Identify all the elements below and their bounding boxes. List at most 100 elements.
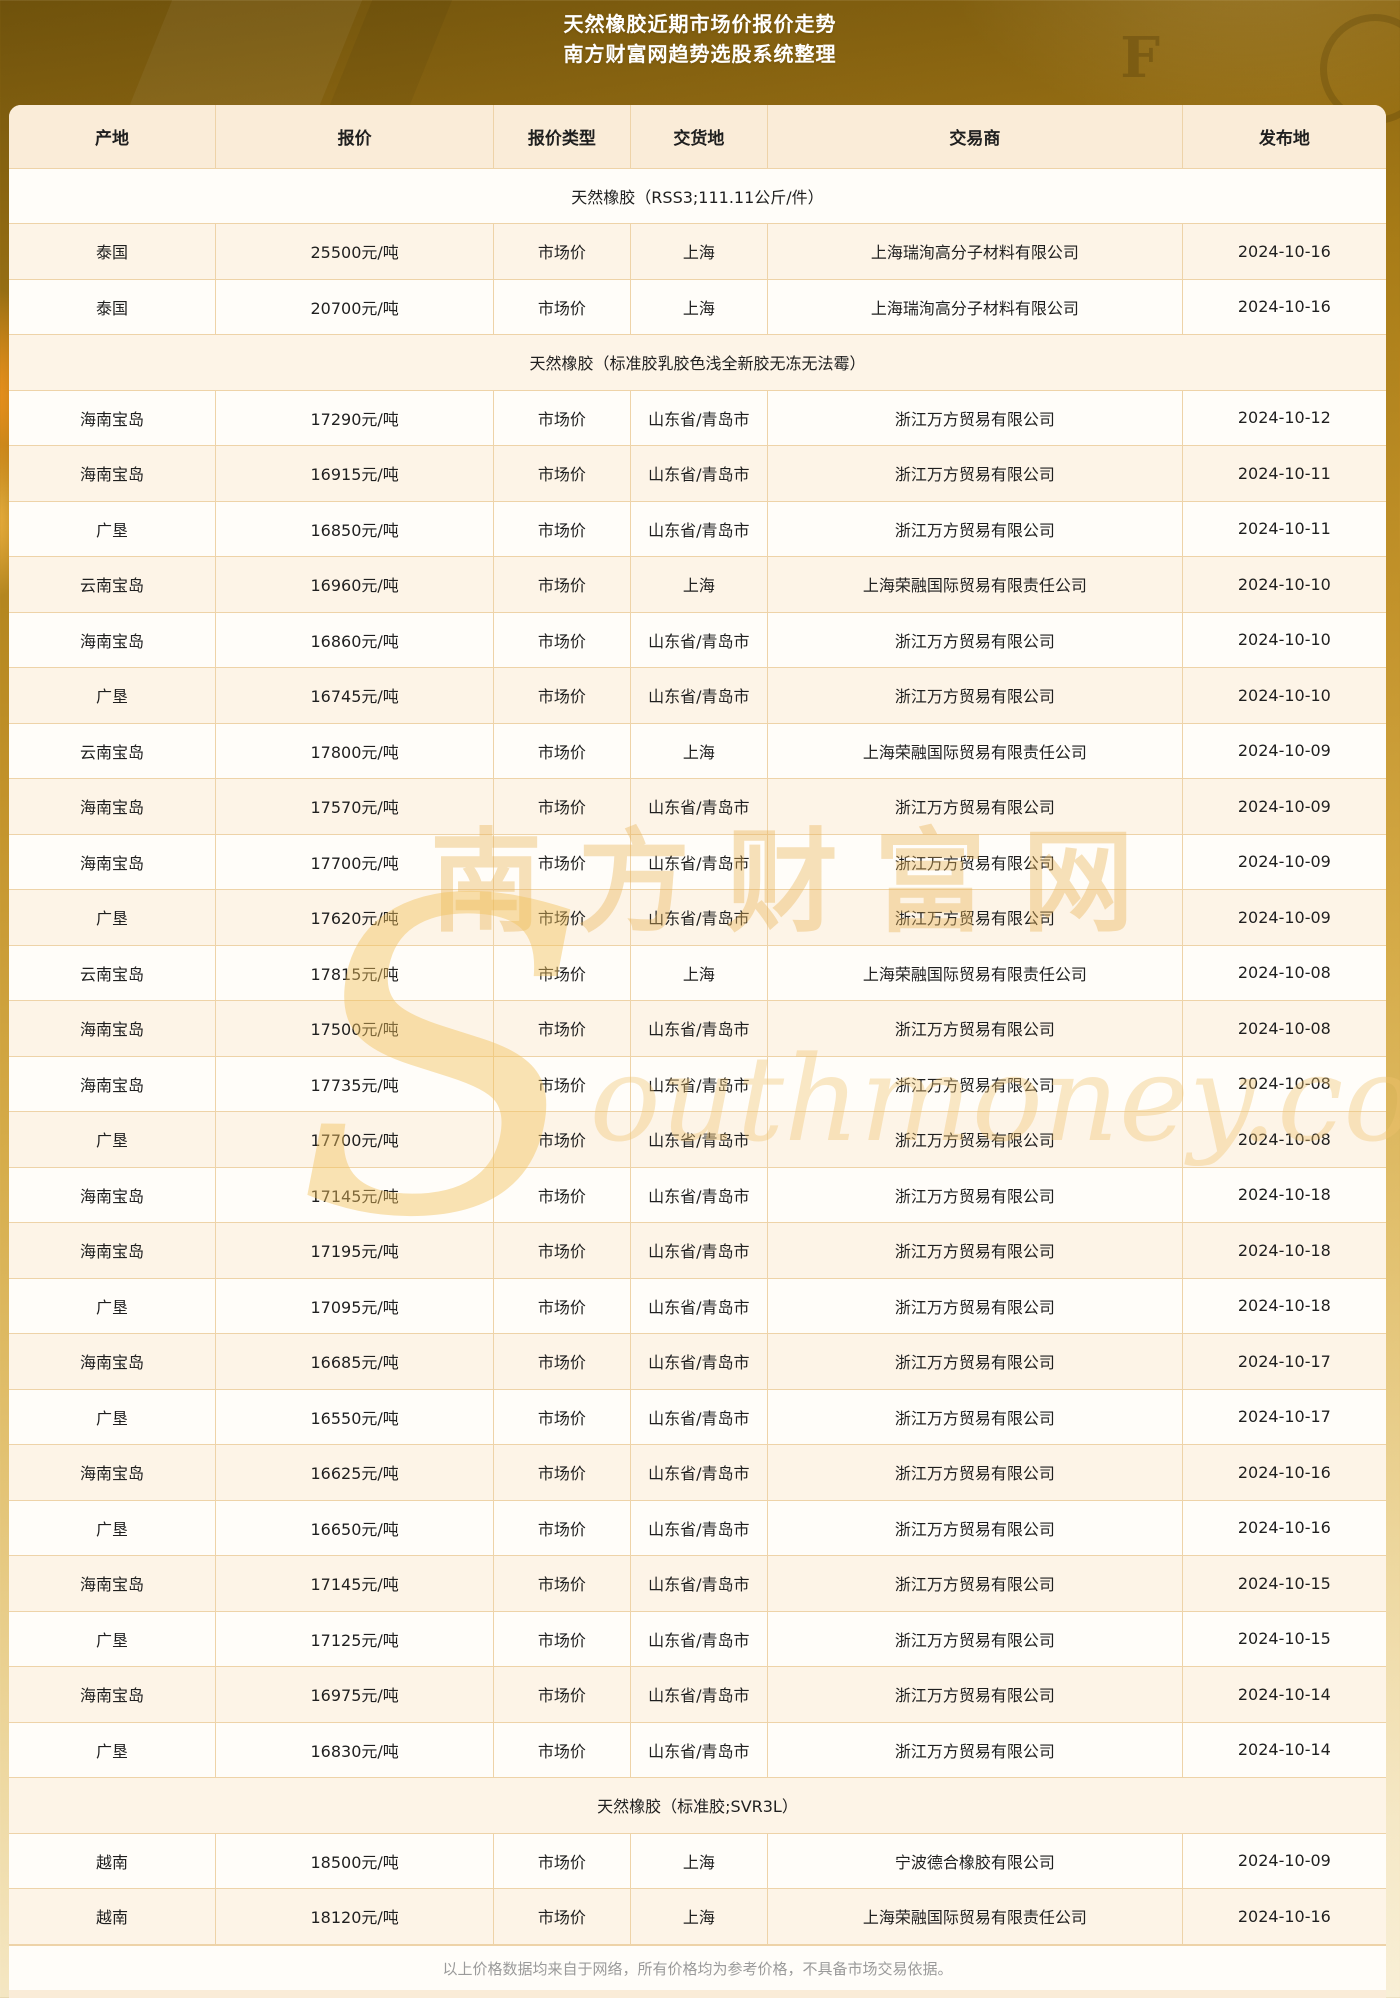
cell-price-type: 市场价 bbox=[493, 1444, 631, 1501]
cell-trader: 浙江万方贸易有限公司 bbox=[767, 1666, 1183, 1723]
cell-trader: 浙江万方贸易有限公司 bbox=[767, 1721, 1183, 1778]
cell-publish-date: 2024-10-08 bbox=[1181, 1055, 1386, 1112]
cell-price-type: 市场价 bbox=[493, 611, 631, 668]
cell-price: 17145元/吨 bbox=[215, 1166, 495, 1223]
cell-trader: 浙江万方贸易有限公司 bbox=[767, 667, 1183, 724]
table-row: 海南宝岛 16915元/吨 市场价 山东省/青岛市 浙江万方贸易有限公司 2024-10-… bbox=[9, 445, 1386, 502]
cell-publish-date: 2024-10-16 bbox=[1181, 1888, 1386, 1945]
cell-publish-date: 2024-10-09 bbox=[1181, 833, 1386, 890]
cell-trader: 浙江万方贸易有限公司 bbox=[767, 1444, 1183, 1501]
cell-delivery-place: 山东省/青岛市 bbox=[629, 1277, 769, 1334]
cell-price: 17125元/吨 bbox=[215, 1610, 495, 1667]
cell-origin: 海南宝岛 bbox=[9, 389, 217, 446]
cell-price: 16830元/吨 bbox=[215, 1721, 495, 1778]
cell-delivery-place: 山东省/青岛市 bbox=[629, 1333, 769, 1390]
cell-origin: 海南宝岛 bbox=[9, 1444, 217, 1501]
cell-price: 17620元/吨 bbox=[215, 889, 495, 946]
cell-price-type: 市场价 bbox=[493, 1333, 631, 1390]
cell-delivery-place: 山东省/青岛市 bbox=[629, 1499, 769, 1556]
cell-trader: 浙江万方贸易有限公司 bbox=[767, 500, 1183, 557]
table-row: 泰国 25500元/吨 市场价 上海 上海瑞洵高分子材料有限公司 2024-10-16 bbox=[9, 223, 1386, 280]
cell-delivery-place: 山东省/青岛市 bbox=[629, 667, 769, 724]
table-row: 海南宝岛 16685元/吨 市场价 山东省/青岛市 浙江万方贸易有限公司 2024-10-… bbox=[9, 1333, 1386, 1390]
cell-trader: 浙江万方贸易有限公司 bbox=[767, 1555, 1183, 1612]
cell-trader: 浙江万方贸易有限公司 bbox=[767, 1333, 1183, 1390]
section-header-row: 天然橡胶（RSS3;111.11公斤/件） bbox=[9, 167, 1386, 224]
cell-origin: 泰国 bbox=[9, 278, 217, 335]
table-row: 海南宝岛 17195元/吨 市场价 山东省/青岛市 浙江万方贸易有限公司 2024-10-… bbox=[9, 1222, 1386, 1279]
cell-price-type: 市场价 bbox=[493, 1721, 631, 1778]
cell-publish-date: 2024-10-10 bbox=[1181, 667, 1386, 724]
cell-trader: 浙江万方贸易有限公司 bbox=[767, 1499, 1183, 1556]
cell-origin: 广垦 bbox=[9, 667, 217, 724]
cell-origin: 海南宝岛 bbox=[9, 1166, 217, 1223]
cell-price-type: 市场价 bbox=[493, 500, 631, 557]
cell-origin: 海南宝岛 bbox=[9, 1000, 217, 1057]
table-row: 广垦 16850元/吨 市场价 山东省/青岛市 浙江万方贸易有限公司 2024-10-11 bbox=[9, 500, 1386, 557]
cell-publish-date: 2024-10-18 bbox=[1181, 1166, 1386, 1223]
cell-delivery-place: 山东省/青岛市 bbox=[629, 1721, 769, 1778]
cell-publish-date: 2024-10-14 bbox=[1181, 1666, 1386, 1723]
cell-trader: 浙江万方贸易有限公司 bbox=[767, 1166, 1183, 1223]
cell-price-type: 市场价 bbox=[493, 1888, 631, 1945]
cell-trader: 宁波德合橡胶有限公司 bbox=[767, 1832, 1183, 1889]
table-row: 泰国 20700元/吨 市场价 上海 上海瑞洵高分子材料有限公司 2024-10-16 bbox=[9, 278, 1386, 335]
cell-publish-date: 2024-10-12 bbox=[1181, 389, 1386, 446]
cell-delivery-place: 上海 bbox=[629, 1888, 769, 1945]
cell-price-type: 市场价 bbox=[493, 1055, 631, 1112]
cell-delivery-place: 上海 bbox=[629, 944, 769, 1001]
cell-price: 16960元/吨 bbox=[215, 556, 495, 613]
cell-origin: 广垦 bbox=[9, 1277, 217, 1334]
cell-origin: 广垦 bbox=[9, 1499, 217, 1556]
cell-origin: 海南宝岛 bbox=[9, 611, 217, 668]
cell-price: 16850元/吨 bbox=[215, 500, 495, 557]
cell-trader: 上海荣融国际贸易有限责任公司 bbox=[767, 722, 1183, 779]
cell-price-type: 市场价 bbox=[493, 1832, 631, 1889]
cell-delivery-place: 山东省/青岛市 bbox=[629, 1555, 769, 1612]
table-row: 云南宝岛 17815元/吨 市场价 上海 上海荣融国际贸易有限责任公司 2024-10-0… bbox=[9, 944, 1386, 1001]
cell-delivery-place: 山东省/青岛市 bbox=[629, 1444, 769, 1501]
cell-origin: 海南宝岛 bbox=[9, 1055, 217, 1112]
table-row: 云南宝岛 17800元/吨 市场价 上海 上海荣融国际贸易有限责任公司 2024-10-0… bbox=[9, 722, 1386, 779]
table-row: 越南 18500元/吨 市场价 上海 宁波德合橡胶有限公司 2024-10-09 bbox=[9, 1832, 1386, 1889]
cell-delivery-place: 上海 bbox=[629, 722, 769, 779]
cell-delivery-place: 山东省/青岛市 bbox=[629, 778, 769, 835]
cell-trader: 上海瑞洵高分子材料有限公司 bbox=[767, 223, 1183, 280]
table-row: 海南宝岛 17700元/吨 市场价 山东省/青岛市 浙江万方贸易有限公司 2024-10-… bbox=[9, 833, 1386, 890]
cell-delivery-place: 山东省/青岛市 bbox=[629, 1166, 769, 1223]
cell-price-type: 市场价 bbox=[493, 1499, 631, 1556]
cell-origin: 云南宝岛 bbox=[9, 944, 217, 1001]
cell-publish-date: 2024-10-16 bbox=[1181, 278, 1386, 335]
cell-price-type: 市场价 bbox=[493, 1555, 631, 1612]
cell-price-type: 市场价 bbox=[493, 1166, 631, 1223]
cell-publish-date: 2024-10-09 bbox=[1181, 889, 1386, 946]
column-header-publish-date: 发布地 bbox=[1181, 105, 1386, 169]
cell-delivery-place: 山东省/青岛市 bbox=[629, 445, 769, 502]
cell-publish-date: 2024-10-10 bbox=[1181, 556, 1386, 613]
cell-trader: 浙江万方贸易有限公司 bbox=[767, 889, 1183, 946]
column-header-delivery-place: 交货地 bbox=[629, 105, 769, 169]
cell-trader: 上海荣融国际贸易有限责任公司 bbox=[767, 1888, 1183, 1945]
cell-delivery-place: 山东省/青岛市 bbox=[629, 1222, 769, 1279]
cell-origin: 广垦 bbox=[9, 500, 217, 557]
cell-publish-date: 2024-10-16 bbox=[1181, 1499, 1386, 1556]
cell-publish-date: 2024-10-11 bbox=[1181, 500, 1386, 557]
cell-price-type: 市场价 bbox=[493, 1666, 631, 1723]
cell-publish-date: 2024-10-10 bbox=[1181, 611, 1386, 668]
cell-price-type: 市场价 bbox=[493, 833, 631, 890]
cell-origin: 泰国 bbox=[9, 223, 217, 280]
table-row: 广垦 16745元/吨 市场价 山东省/青岛市 浙江万方贸易有限公司 2024-10-10 bbox=[9, 667, 1386, 724]
cell-price: 17815元/吨 bbox=[215, 944, 495, 1001]
cell-price-type: 市场价 bbox=[493, 889, 631, 946]
cell-origin: 海南宝岛 bbox=[9, 1555, 217, 1612]
column-header-trader: 交易商 bbox=[767, 105, 1183, 169]
cell-trader: 上海瑞洵高分子材料有限公司 bbox=[767, 278, 1183, 335]
cell-delivery-place: 山东省/青岛市 bbox=[629, 1388, 769, 1445]
cell-origin: 广垦 bbox=[9, 1111, 217, 1168]
table-row: 广垦 16550元/吨 市场价 山东省/青岛市 浙江万方贸易有限公司 2024-10-17 bbox=[9, 1388, 1386, 1445]
table-row: 海南宝岛 17145元/吨 市场价 山东省/青岛市 浙江万方贸易有限公司 2024-10-… bbox=[9, 1166, 1386, 1223]
table-row: 广垦 17700元/吨 市场价 山东省/青岛市 浙江万方贸易有限公司 2024-10-08 bbox=[9, 1111, 1386, 1168]
cell-price-type: 市场价 bbox=[493, 445, 631, 502]
cell-price: 17145元/吨 bbox=[215, 1555, 495, 1612]
cell-price-type: 市场价 bbox=[493, 1222, 631, 1279]
